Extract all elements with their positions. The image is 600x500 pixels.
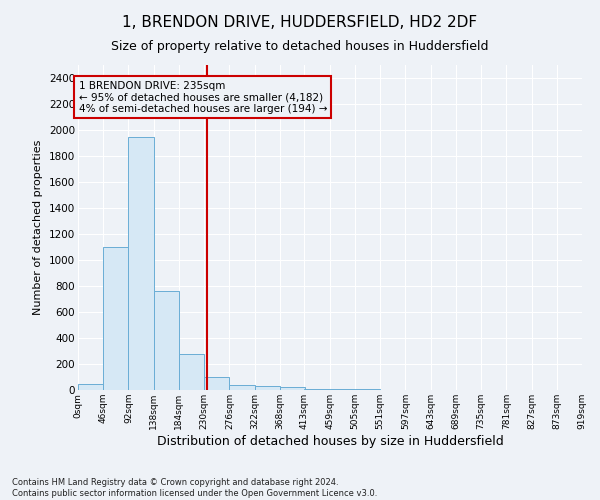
X-axis label: Distribution of detached houses by size in Huddersfield: Distribution of detached houses by size … <box>157 434 503 448</box>
Bar <box>154 291 179 390</box>
Text: Contains HM Land Registry data © Crown copyright and database right 2024.
Contai: Contains HM Land Registry data © Crown c… <box>12 478 377 498</box>
Bar <box>280 388 305 390</box>
Bar <box>204 377 229 390</box>
Bar <box>229 385 254 390</box>
Bar <box>304 388 330 390</box>
Text: 1, BRENDON DRIVE, HUDDERSFIELD, HD2 2DF: 1, BRENDON DRIVE, HUDDERSFIELD, HD2 2DF <box>122 15 478 30</box>
Bar <box>254 386 280 390</box>
Y-axis label: Number of detached properties: Number of detached properties <box>34 140 43 315</box>
Bar <box>179 354 204 390</box>
Bar <box>103 247 128 390</box>
Bar <box>78 384 103 390</box>
Bar <box>128 136 154 390</box>
Text: Size of property relative to detached houses in Huddersfield: Size of property relative to detached ho… <box>111 40 489 53</box>
Text: 1 BRENDON DRIVE: 235sqm
← 95% of detached houses are smaller (4,182)
4% of semi-: 1 BRENDON DRIVE: 235sqm ← 95% of detache… <box>79 80 327 114</box>
